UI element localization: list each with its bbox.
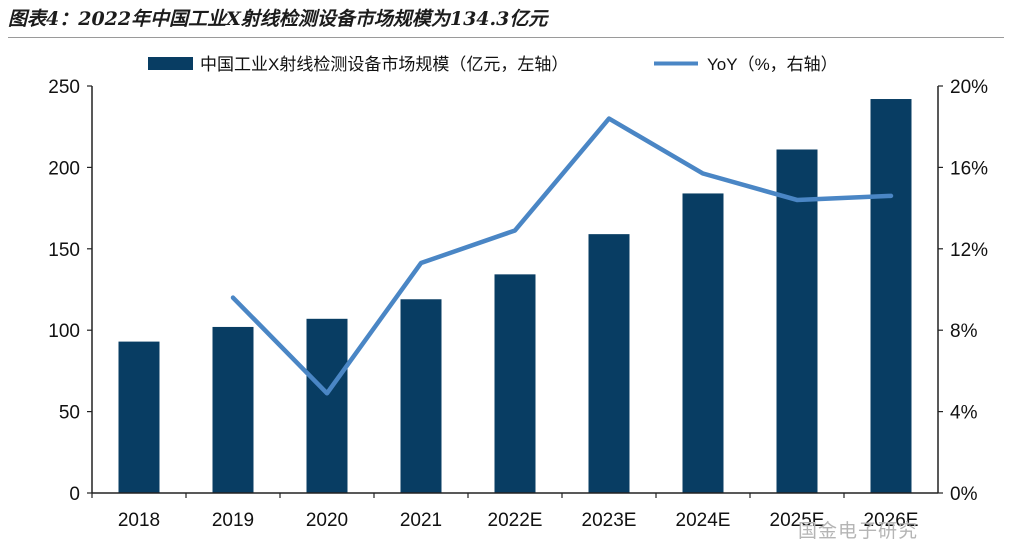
bar-2020: [306, 318, 348, 493]
legend-bar-swatch: [148, 57, 193, 70]
watermark: 国金电子研究: [798, 520, 919, 542]
right-tick-label: 20%: [950, 77, 988, 98]
left-tick-label: 250: [48, 77, 80, 98]
x-tick-label: 2026E: [864, 510, 919, 531]
bar-2022E: [494, 274, 536, 493]
right-tick-label: 8%: [950, 321, 978, 342]
yoy-line: [230, 116, 894, 396]
legend-bar-label: 中国工业X射线检测设备市场规模（亿元，左轴）: [200, 55, 568, 74]
bar-2024E: [682, 193, 724, 493]
bar-series: [118, 99, 912, 494]
legend-line-label: YoY（%，右轴）: [707, 55, 838, 74]
left-axis: 0 50 100 150 200 250: [48, 77, 93, 505]
figure-title: 图表4：2022年中国工业X射线检测设备市场规模为134.3亿元: [8, 8, 548, 30]
right-tick-label: 16%: [950, 158, 988, 179]
bar-2021: [400, 299, 442, 493]
left-tick-label: 0: [69, 484, 80, 505]
x-tick-label: 2023E: [582, 510, 637, 531]
bar-2019: [212, 326, 254, 493]
left-tick-label: 150: [48, 240, 80, 261]
bar-2026E: [870, 99, 912, 494]
left-tick-label: 100: [48, 321, 80, 342]
legend: 中国工业X射线检测设备市场规模（亿元，左轴） YoY（%，右轴）: [148, 55, 838, 74]
right-tick-label: 4%: [950, 403, 978, 424]
x-axis: 2018 2019 2020 2021 2022E 2023E 2024E 2025E 2026…: [91, 493, 919, 531]
right-axis: 0% 4% 8% 12% 16% 20%: [937, 77, 988, 505]
left-tick-label: 50: [59, 403, 80, 424]
bar-2018: [118, 341, 160, 493]
x-tick-label: 2018: [118, 510, 160, 531]
x-tick-label: 2025E: [770, 510, 825, 531]
x-tick-label: 2021: [400, 510, 442, 531]
x-tick-label: 2020: [306, 510, 348, 531]
right-tick-label: 0%: [950, 484, 978, 505]
x-tick-label: 2024E: [676, 510, 731, 531]
x-tick-label: 2022E: [488, 510, 543, 531]
right-tick-label: 12%: [950, 240, 988, 261]
bar-2025E: [776, 149, 818, 493]
title-divider: [8, 37, 1004, 38]
x-tick-label: 2019: [212, 510, 254, 531]
left-tick-label: 200: [48, 158, 80, 179]
bar-2023E: [588, 234, 630, 493]
